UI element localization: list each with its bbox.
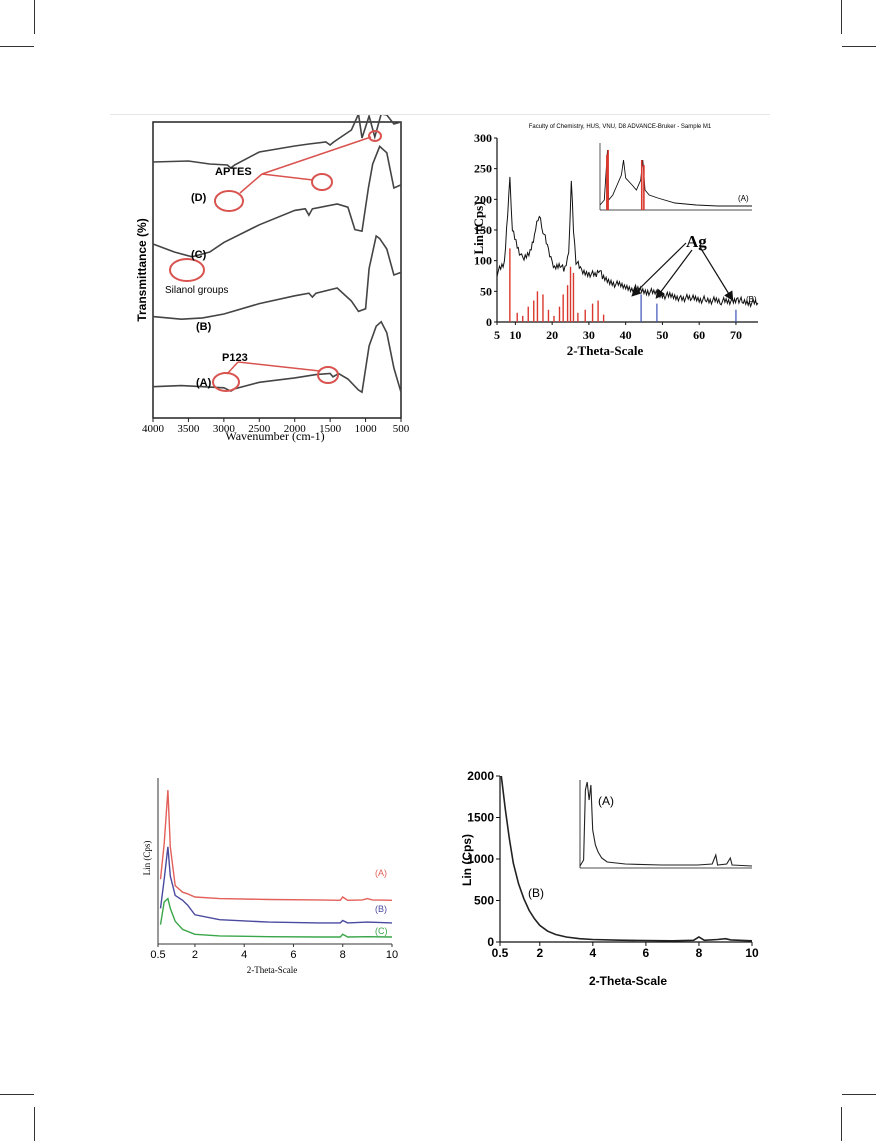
xrd4-y-tick-label: 1000 (467, 852, 494, 866)
aptes-circle-d (214, 190, 244, 212)
aptes-circle-1500 (311, 173, 333, 191)
ftir-series-line (152, 145, 402, 258)
ftir-x-tick-label: 2000 (284, 423, 307, 435)
xrd1-x-tick-label: 50 (656, 328, 668, 342)
xrd4-label-b: (B) (528, 886, 544, 900)
xrd1-x-tick-label: 70 (730, 328, 742, 342)
xrd1-x-tick-label: 60 (693, 328, 705, 342)
xrd4-x-tick-label: 4 (589, 946, 596, 960)
p123-circle-1500 (317, 366, 339, 384)
xrd3-x-tick-label: 4 (241, 949, 247, 961)
xrd1-y-tick-label: 0 (486, 315, 492, 329)
label-aptes: APTES (215, 166, 252, 178)
xrd1-y-tick-label: 150 (474, 223, 492, 237)
aptes-circle-800 (368, 130, 382, 142)
label-p123: P123 (222, 352, 248, 364)
xrd-wide-chart: 5 10 20 30 40 50 60 70 0 50 100 150 200 250 300 Facult… (471, 124, 759, 358)
crop-mark (842, 1094, 876, 1095)
xrd1-y-tick-label: 50 (480, 284, 492, 298)
xrd3-x-tick-label: 6 (290, 949, 296, 961)
ftir-x-tick-label: 3500 (177, 423, 200, 435)
xrd3-series-line (159, 897, 393, 938)
xrd4-inset-label-a: (A) (598, 794, 614, 808)
crop-mark (34, 1107, 35, 1141)
xrd3-x-tick-label: 2 (192, 949, 198, 961)
crop-mark (841, 0, 842, 34)
ftir-x-tick-label: 1000 (355, 423, 378, 435)
label-c: (C) (191, 249, 207, 261)
xrd4-ylabel: Lin (Cps) (460, 834, 474, 886)
xrd4-x-tick-label: 0.5 (492, 946, 509, 960)
xrd3-label-a: (A) (375, 868, 387, 878)
ftir-ylabel: Transmittance (%) (135, 218, 149, 321)
xrd4-inset-line (579, 781, 753, 867)
xrd3-label-c: (C) (375, 926, 388, 936)
ftir-series-line (152, 234, 402, 321)
crop-mark (842, 46, 876, 47)
ftir-xlabel: Wavenumber (cm-1) (225, 429, 324, 443)
label-a: (A) (196, 377, 212, 389)
xrd4-xlabel: 2-Theta-Scale (589, 974, 667, 988)
xrd4-x-tick-label: 6 (643, 946, 650, 960)
label-silanol: Silanol groups (165, 285, 228, 296)
xrd1-y-tick-label: 300 (474, 131, 492, 145)
xrd1-inset-line (599, 149, 752, 207)
xrd1-y-tick-label: 200 (474, 192, 492, 206)
xrd4-x-tick-label: 2 (536, 946, 543, 960)
ftir-x-tick-label: 4000 (142, 423, 165, 435)
xrd4-y-tick-label: 1500 (467, 811, 494, 825)
xrd3-series-line (159, 846, 393, 924)
p123-circle-a (212, 372, 240, 392)
xrd1-label-b: (B) (746, 295, 757, 304)
xrd1-x-tick-label: 20 (546, 328, 558, 342)
xrd1-x-tick-label: 10 (509, 328, 521, 342)
ftir-x-tick-label: 2500 (248, 423, 271, 435)
xrd3-x-tick-label: 8 (340, 949, 346, 961)
xrd1-title: Faculty of Chemistry, HUS, VNU, D8 ADVAN… (529, 124, 712, 130)
xrd4-series-line (500, 775, 753, 942)
ftir-x-tick-label: 3000 (213, 423, 236, 435)
xrd1-x-tick-label: 5 (494, 328, 500, 342)
xrd4-y-tick-label: 2000 (467, 769, 494, 783)
ftir-plot-frame (152, 121, 402, 419)
xrd4-x-tick-label: 8 (696, 946, 703, 960)
silanol-circle (169, 258, 205, 282)
crop-mark (0, 1094, 34, 1095)
xrd3-ylabel: Lin (Cps) (142, 841, 152, 876)
label-b: (B) (196, 321, 212, 333)
header-rule (110, 114, 770, 115)
xrd1-xlabel: 2-Theta-Scale (567, 343, 644, 358)
xrd3-x-tick-label: 0.5 (150, 949, 165, 961)
ftir-series-line (152, 320, 402, 394)
xrd1-inset-label-a: (A) (738, 194, 749, 203)
xrd1-series-line (496, 176, 759, 309)
crop-mark (34, 0, 35, 34)
xrd1-x-tick-label: 30 (583, 328, 595, 342)
xrd1-y-tick-label: 250 (474, 162, 492, 176)
xrd1-inset (592, 140, 754, 216)
crop-mark (0, 46, 34, 47)
xrd4-y-tick-label: 500 (474, 894, 494, 908)
xrd3-label-b: (B) (375, 904, 387, 914)
xrd1-y-tick-label: 100 (474, 254, 492, 268)
label-ag: Ag (686, 232, 707, 251)
xrd4-y-tick-label: 0 (487, 935, 494, 949)
ftir-series-line (152, 115, 402, 170)
label-d: (D) (191, 192, 207, 204)
xrd3-series-line (159, 790, 393, 902)
ftir-x-tick-label: 500 (393, 423, 410, 435)
xrd1-ylabel: Lin (Cps) (471, 201, 486, 254)
crop-mark (841, 1107, 842, 1141)
xrd3-xlabel: 2-Theta-Scale (247, 965, 297, 975)
xrd4-x-tick-label: 10 (745, 946, 759, 960)
ftir-chart: 4000 3500 3000 2500 2000 1500 1000 500 Wavenumb… (135, 115, 410, 443)
xrd3-x-tick-label: 10 (386, 949, 398, 961)
xrd-low-abc-chart: 0.5 2 4 6 8 10 2-Theta-Scale Lin (Cps) (A) (B… (142, 778, 398, 975)
xrd1-x-tick-label: 40 (620, 328, 632, 342)
ftir-x-tick-label: 1500 (319, 423, 342, 435)
